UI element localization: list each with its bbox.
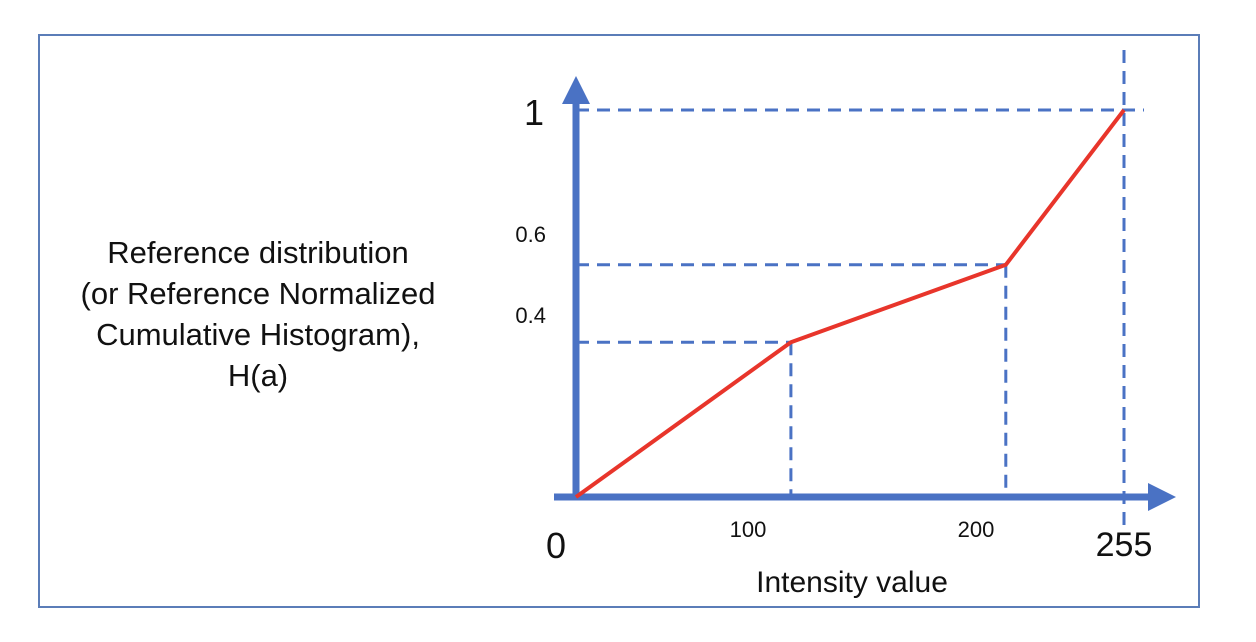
y-tick-label: 1 (524, 92, 544, 133)
caption-line: Reference distribution (107, 235, 409, 270)
x-tick-label: 255 (1096, 526, 1153, 564)
guide-lines (576, 50, 1144, 532)
y-axis-description: Reference distribution (or Reference Nor… (38, 232, 478, 396)
x-tick-label: 200 (958, 517, 995, 542)
y-tick-label: 0.6 (515, 222, 546, 247)
x-tick-label: 100 (730, 517, 767, 542)
series-line (574, 108, 1126, 499)
axes (554, 76, 1176, 511)
x-axis-arrowhead (1148, 483, 1176, 511)
caption-line: Cumulative Histogram), (96, 317, 420, 352)
figure-frame (38, 34, 1200, 608)
caption-line: H(a) (227, 358, 289, 393)
x-axis-label: Intensity value (756, 566, 948, 599)
y-tick-label: 0.4 (515, 303, 546, 328)
caption-line: (or Reference Normalized (80, 276, 436, 311)
series (574, 108, 1126, 499)
origin-label: 0 (546, 525, 566, 566)
y-axis-arrowhead (562, 76, 590, 104)
tick-labels: 0 100 200 255 0.4 0.6 1 Intensity value (515, 92, 1152, 599)
